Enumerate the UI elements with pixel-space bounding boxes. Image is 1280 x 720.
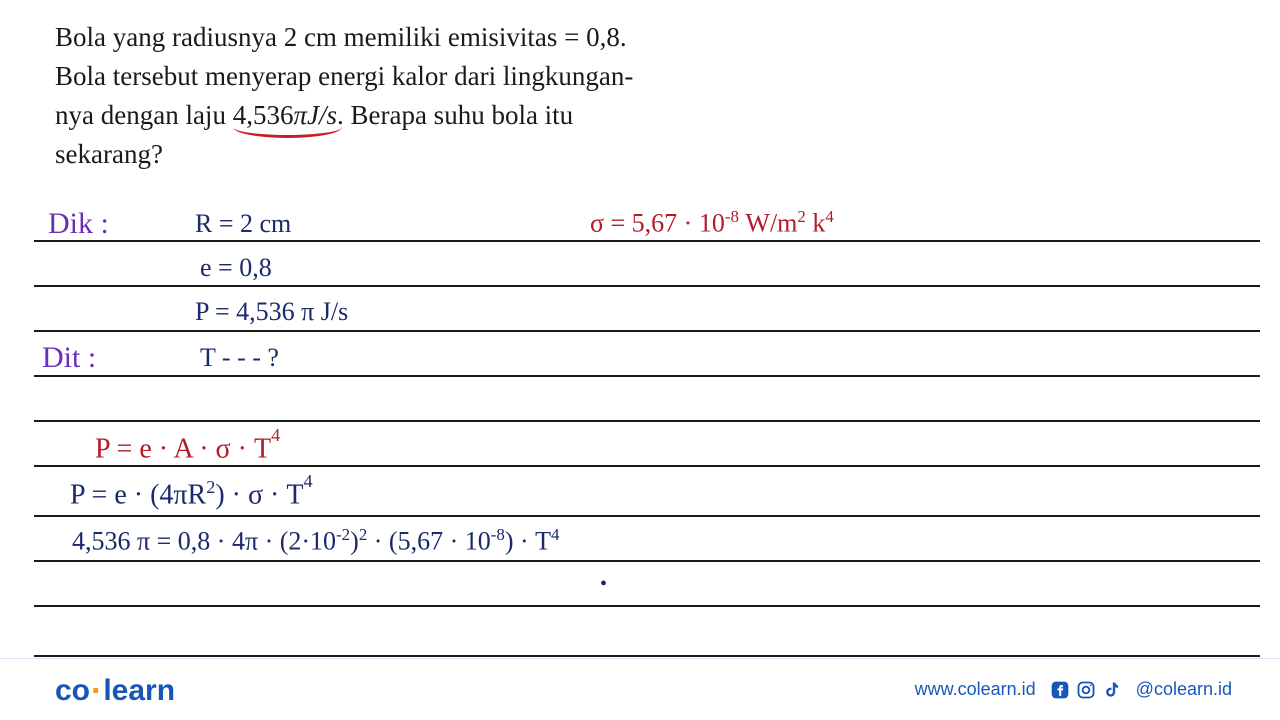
formula-red: P = e · A · σ · T4 [95,431,280,465]
notebook-line [34,285,1260,287]
t-question: T - - - ? [200,343,279,373]
notebook-line [34,655,1260,657]
notebook-line [34,605,1260,607]
notebook-line [34,515,1260,517]
p-equation: P = 4,536 π J/s [195,297,348,327]
e-equation: e = 0,8 [200,253,272,283]
facebook-icon [1050,680,1070,700]
notebook-line [34,560,1260,562]
problem-text: Bola yang radiusnya 2 cm memiliki emisiv… [0,0,1280,175]
footer: co·learn www.colearn.id @colearn.id [0,658,1280,720]
r-equation: R = 2 cm [195,209,291,239]
instagram-icon [1076,680,1096,700]
notebook-line [34,330,1260,332]
problem-line-2: Bola tersebut menyerap energi kalor dari… [55,57,1240,96]
dit-label: Dit : [42,341,96,375]
tiktok-icon [1102,680,1122,700]
footer-right: www.colearn.id @colearn.id [915,679,1232,700]
underlined-value: 4,536πJ/s [233,96,337,135]
calculation-line: 4,536 π = 0,8 · 4π · (2·10-2)2 · (5,67 ·… [72,525,559,557]
problem-line-3: nya dengan laju 4,536πJ/s. Berapa suhu b… [55,96,1240,135]
logo-dot: · [90,672,103,710]
notebook-line [34,420,1260,422]
stray-dot: • [600,573,607,596]
formula-expanded: P = e · (4πR2) · σ · T4 [70,477,313,511]
social-icons [1050,680,1122,700]
dik-label: Dik : [48,207,109,241]
sigma-constant: σ = 5,67 · 10-8 W/m2 k4 [590,207,834,239]
brand-logo: co·learn [55,670,175,709]
notebook-line [34,240,1260,242]
problem-line-4: sekarang? [55,135,1240,174]
social-handle: @colearn.id [1136,679,1232,700]
notebook-area: Dik : R = 2 cm σ = 5,67 · 10-8 W/m2 k4 e… [0,215,1280,635]
problem-line-1: Bola yang radiusnya 2 cm memiliki emisiv… [55,18,1240,57]
footer-url: www.colearn.id [915,679,1036,700]
notebook-line [34,375,1260,377]
